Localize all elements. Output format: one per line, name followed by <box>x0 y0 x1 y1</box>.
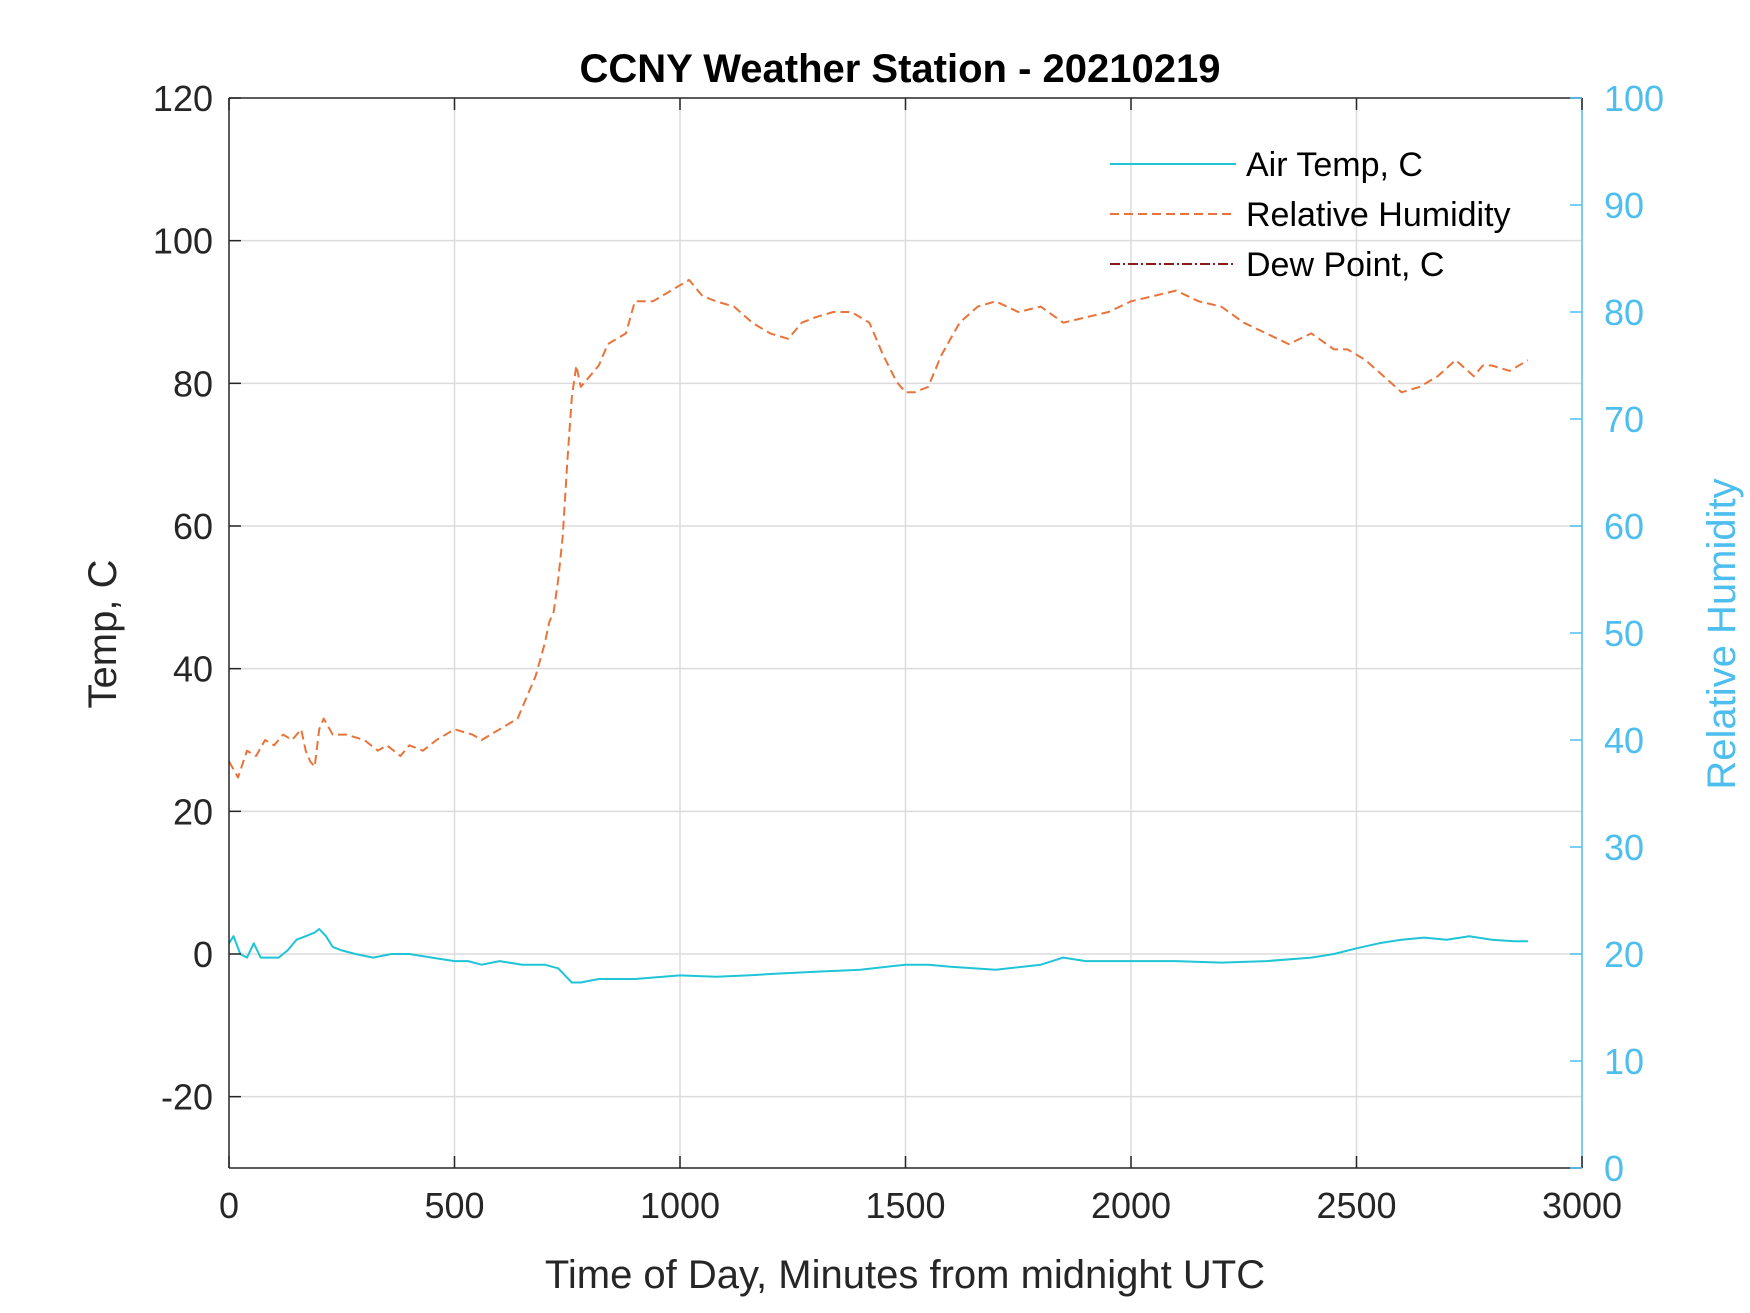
y-tick-label-right: 50 <box>1604 613 1644 654</box>
y-axis-label-right: Relative Humidity <box>1700 478 1744 789</box>
y-tick-label-right: 30 <box>1604 827 1644 868</box>
y-tick-label-left: 20 <box>173 791 213 832</box>
grid <box>229 98 1582 1168</box>
y-tick-label-left: 60 <box>173 506 213 547</box>
ticks: 0 500 1000 1500 2000 2500 3000-200204060801001… <box>153 78 1664 1226</box>
y-tick-label-right: 100 <box>1604 78 1664 119</box>
series-layer <box>228 278 1529 984</box>
y-tick-label-right: 40 <box>1604 720 1644 761</box>
x-tick-label: 500 <box>424 1185 484 1226</box>
y-tick-label-left: -20 <box>161 1077 213 1118</box>
x-tick-label: 2500 <box>1316 1185 1396 1226</box>
y-tick-label-right: 90 <box>1604 185 1644 226</box>
legend-label-dew-point: Dew Point, C <box>1246 246 1444 284</box>
y-tick-label-left: 100 <box>153 221 213 262</box>
x-tick-label: 3000 <box>1542 1185 1622 1226</box>
legend: Air Temp, C Relative Humidity Dew Point,… <box>1110 146 1511 284</box>
y-tick-label-left: 120 <box>153 78 213 119</box>
series-relative-humidity <box>228 278 1529 779</box>
legend-label-air-temp: Air Temp, C <box>1246 146 1423 184</box>
x-axis-label: Time of Day, Minutes from midnight UTC <box>545 1253 1265 1297</box>
y-tick-label-left: 80 <box>173 363 213 404</box>
x-tick-label: 2000 <box>1091 1185 1171 1226</box>
y-axis-label-left: Temp, C <box>81 560 125 709</box>
y-tick-label-right: 0 <box>1604 1148 1624 1189</box>
y-tick-label-right: 10 <box>1604 1041 1644 1082</box>
y-tick-label-right: 80 <box>1604 292 1644 333</box>
x-tick-label: 0 <box>219 1185 239 1226</box>
y-tick-label-right: 20 <box>1604 934 1644 975</box>
axes <box>228 97 1583 1169</box>
legend-label-humidity: Relative Humidity <box>1246 196 1511 234</box>
chart-title: CCNY Weather Station - 20210219 <box>580 47 1221 91</box>
series-air-temp <box>228 928 1528 984</box>
y-tick-label-left: 40 <box>173 649 213 690</box>
x-tick-label: 1500 <box>865 1185 945 1226</box>
y-tick-label-right: 60 <box>1604 506 1644 547</box>
y-tick-label-left: 0 <box>193 934 213 975</box>
x-tick-label: 1000 <box>640 1185 720 1226</box>
y-tick-label-right: 70 <box>1604 399 1644 440</box>
